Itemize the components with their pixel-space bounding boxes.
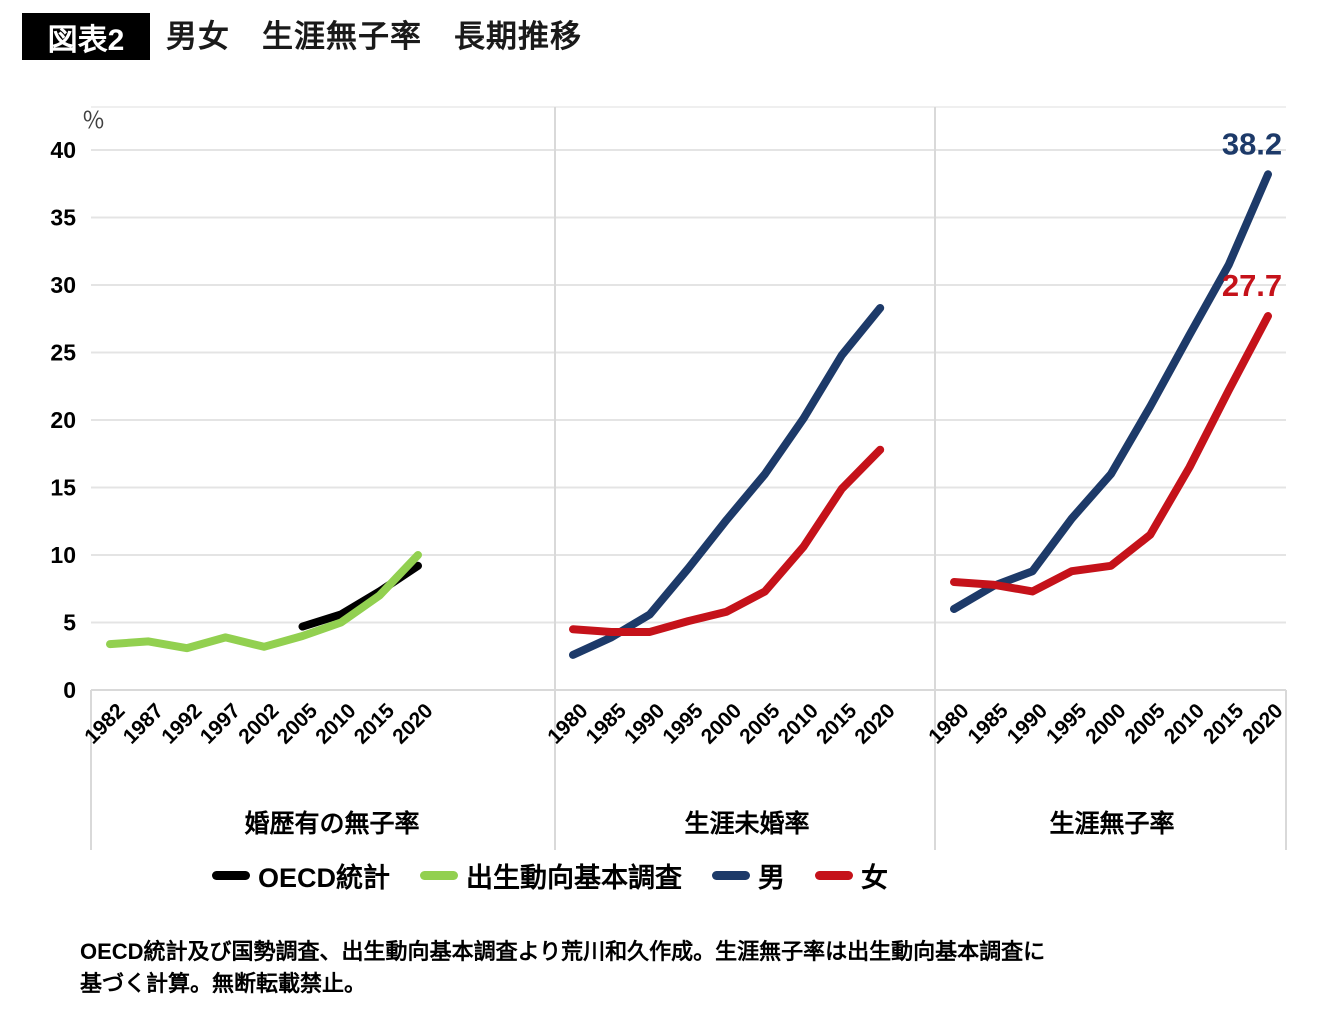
y-tick-label: 15	[50, 475, 76, 501]
chart-header: 図表2 男女 生涯無子率 長期推移	[22, 13, 582, 60]
line-chart: 4035302520151050％19821987199219972002200…	[50, 106, 1288, 850]
x-tick-label: 1985	[963, 699, 1013, 749]
x-tick-label: 2010	[311, 699, 360, 748]
x-tick-label: 1982	[80, 699, 129, 748]
series-line-男	[950, 170, 1272, 613]
x-tick-label: 2020	[1238, 699, 1287, 748]
x-tick-label: 1990	[1003, 699, 1052, 748]
y-axis-labels: 40 35 30 25 20 15 10 5 0	[50, 137, 76, 703]
x-tick-label: 2015	[1199, 699, 1249, 749]
y-axis-unit-label: ％	[82, 107, 105, 133]
legend-item: 女	[815, 856, 888, 895]
series-line-女	[950, 312, 1272, 596]
chart-legend: OECD統計 出生動向基本調査 男 女	[0, 856, 1100, 895]
legend-label: 女	[861, 863, 888, 893]
source-footnote: OECD統計及び国勢調査、出生動向基本調査より荒川和久作成。生涯無子率は出生動向…	[80, 936, 1260, 1000]
footnote-line-2: 基づく計算。無断転載禁止。	[80, 970, 367, 996]
x-tick-label: 2020	[850, 699, 899, 748]
y-tick-label: 30	[50, 272, 76, 298]
panel-label: 生涯未婚率	[684, 809, 809, 838]
x-tick-label: 2005	[735, 699, 785, 749]
x-tick-label: 1987	[119, 699, 168, 748]
x-tick-label: 1985	[582, 699, 632, 749]
legend-line-swatch	[712, 871, 750, 880]
x-tick-label: 1992	[157, 699, 206, 748]
x-tick-label: 2010	[1160, 699, 1209, 748]
legend-line-swatch	[420, 871, 458, 880]
x-tick-label: 1980	[543, 699, 592, 748]
x-tick-label: 2020	[388, 699, 437, 748]
x-tick-label: 2015	[350, 699, 400, 749]
series-line-男	[569, 303, 885, 659]
series-end-label: 27.7	[1222, 268, 1282, 303]
legend-label: 男	[758, 863, 785, 893]
legend-item: OECD統計	[211, 856, 390, 895]
legend-label: 出生動向基本調査	[466, 863, 682, 893]
x-tick-label: 2005	[1120, 699, 1170, 749]
x-tick-label: 1990	[620, 699, 669, 748]
series-end-label: 38.2	[1222, 126, 1282, 161]
series-line-出生動向基本調査	[106, 551, 422, 653]
figure-number-badge: 図表2	[22, 13, 150, 60]
page-title: 男女 生涯無子率 長期推移	[166, 19, 582, 54]
gridlines	[91, 149, 1286, 691]
x-tick-label: 2005	[273, 699, 323, 749]
legend-item: 男	[712, 856, 785, 895]
x-tick-label: 1995	[658, 699, 708, 749]
panel-label: 婚歴有の無子率	[244, 809, 419, 838]
y-tick-label: 20	[50, 407, 76, 433]
series-line-女	[569, 445, 885, 636]
panel-label: 生涯無子率	[1049, 809, 1174, 838]
x-tick-label: 1995	[1042, 699, 1092, 749]
legend-line-swatch	[211, 871, 250, 880]
x-tick-label: 1980	[924, 699, 973, 748]
legend-label: OECD統計	[257, 863, 390, 893]
y-tick-label: 25	[50, 340, 76, 366]
plot-frame	[90, 106, 1287, 850]
y-tick-label: 40	[50, 137, 76, 163]
x-tick-label: 1997	[196, 699, 245, 748]
y-tick-label: 5	[63, 610, 76, 636]
x-tick-label: 2010	[774, 699, 823, 748]
y-tick-label: 10	[50, 542, 76, 568]
y-tick-label: 35	[50, 205, 76, 231]
x-tick-label: 2002	[234, 699, 283, 748]
x-tick-label: 2000	[1081, 699, 1130, 748]
legend-item: 出生動向基本調査	[420, 856, 682, 895]
x-tick-label: 2015	[812, 699, 862, 749]
footnote-line-1: OECD統計及び国勢調査、出生動向基本調査より荒川和久作成。生涯無子率は出生動向…	[80, 939, 1046, 964]
legend-line-swatch	[815, 871, 853, 880]
x-tick-label: 2000	[697, 699, 746, 748]
y-tick-label: 0	[63, 677, 76, 703]
